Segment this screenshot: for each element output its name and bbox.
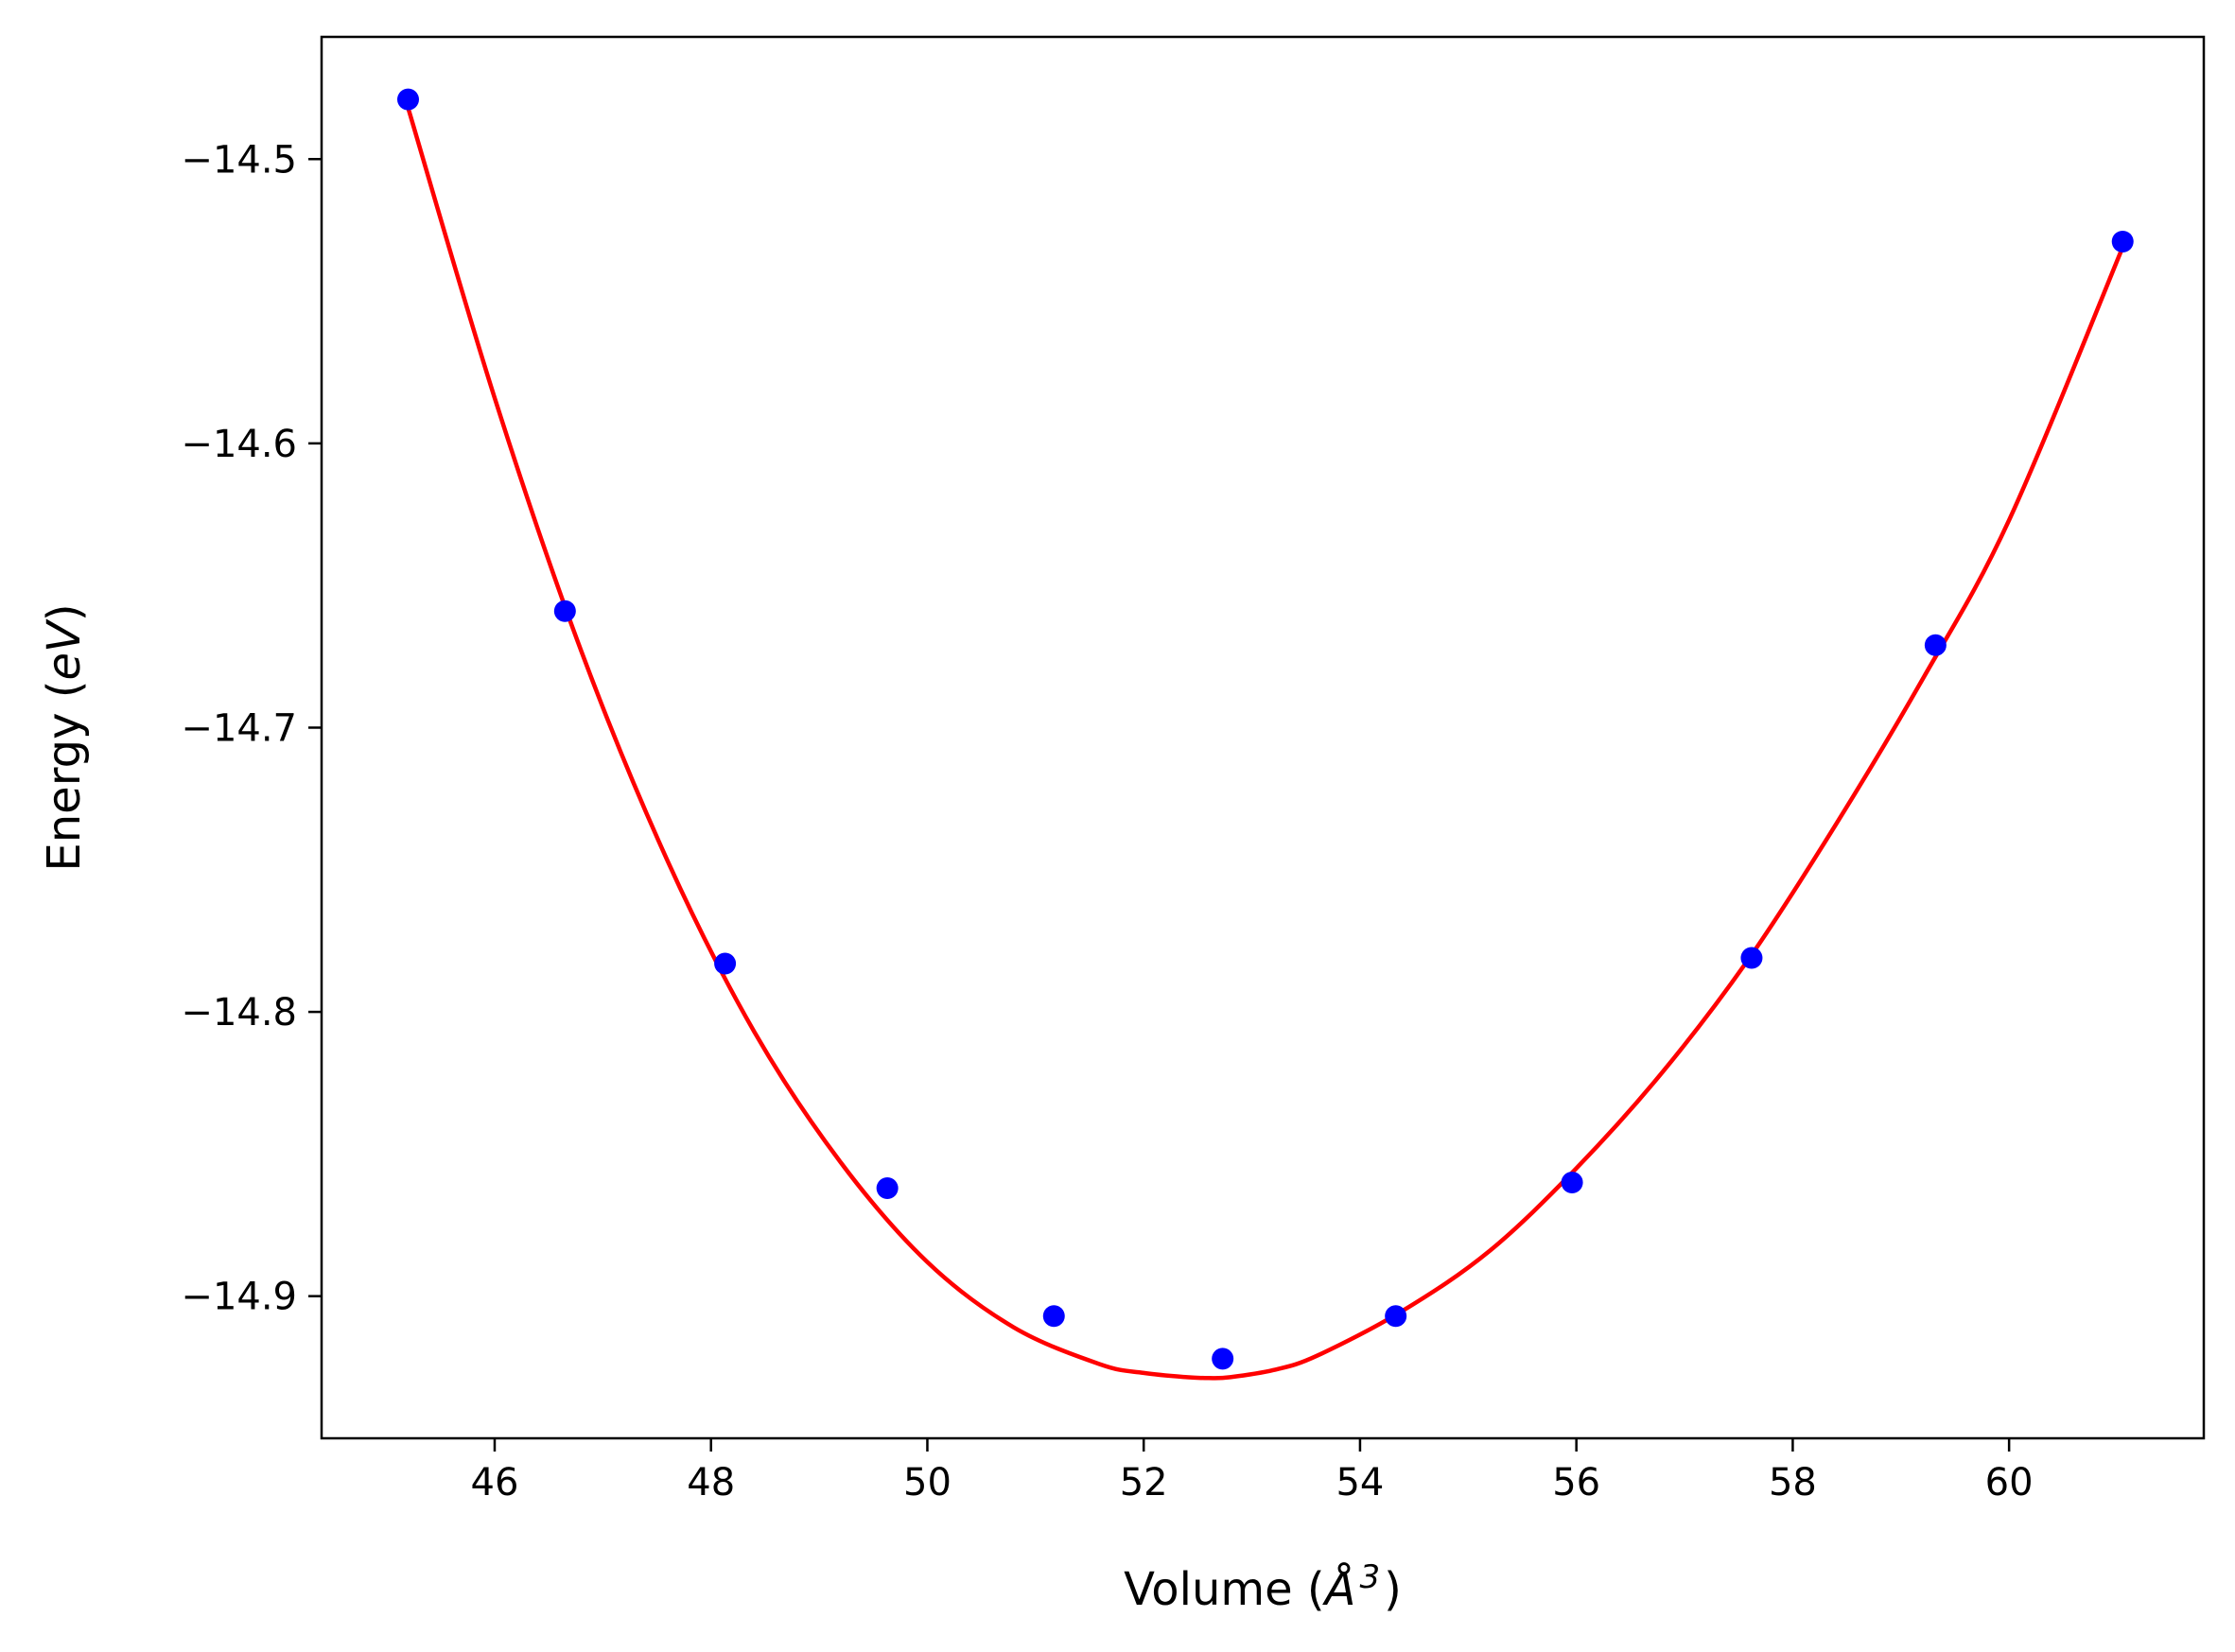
data-point <box>1212 1348 1234 1370</box>
x-axis-label-unit: Å <box>1322 1562 1356 1616</box>
data-point <box>1561 1171 1583 1193</box>
x-axis-label: Volume (Å 3) <box>1124 1558 1402 1616</box>
x-axis-label-end: ) <box>1384 1563 1402 1616</box>
fit-curve-line <box>406 107 2125 1381</box>
data-point <box>1385 1305 1407 1328</box>
data-point <box>714 952 737 975</box>
y-axis-ticks: −14.9 −14.8 −14.7 −14.6 −14.5 <box>181 138 322 1319</box>
data-point <box>2111 230 2134 252</box>
x-tick-label: 60 <box>1985 1461 2034 1504</box>
y-axis-label-end: ) <box>38 603 91 621</box>
plot-area <box>396 88 2134 1381</box>
data-point <box>1042 1305 1065 1328</box>
x-tick-label: 52 <box>1120 1461 1168 1504</box>
x-tick-label: 58 <box>1769 1461 1817 1504</box>
y-tick-label: −14.8 <box>181 991 297 1035</box>
x-tick-label: 54 <box>1336 1461 1384 1504</box>
y-tick-label: −14.7 <box>181 706 297 750</box>
x-tick-label: 50 <box>903 1461 952 1504</box>
x-axis-label-superscript: 3 <box>1359 1558 1380 1596</box>
data-point <box>1924 634 1947 656</box>
y-axis-label-main: Energy ( <box>38 681 91 872</box>
y-tick-label: −14.5 <box>181 138 297 182</box>
y-tick-label: −14.9 <box>181 1276 297 1319</box>
x-axis-ticks: 46 48 50 52 54 56 58 60 <box>471 1438 2034 1504</box>
data-point <box>1740 947 1763 969</box>
x-axis-label-main: Volume ( <box>1124 1563 1325 1616</box>
x-tick-label: 46 <box>471 1461 519 1504</box>
x-tick-label: 48 <box>687 1461 735 1504</box>
axes-frame <box>320 35 2206 1440</box>
data-point <box>876 1176 899 1199</box>
y-axis-label-unit: eV <box>38 618 91 681</box>
data-point <box>396 88 419 111</box>
y-tick-label: −14.6 <box>181 423 297 466</box>
data-point <box>553 600 576 622</box>
y-axis-label: Energy (eV) <box>38 603 91 871</box>
x-tick-label: 56 <box>1552 1461 1600 1504</box>
